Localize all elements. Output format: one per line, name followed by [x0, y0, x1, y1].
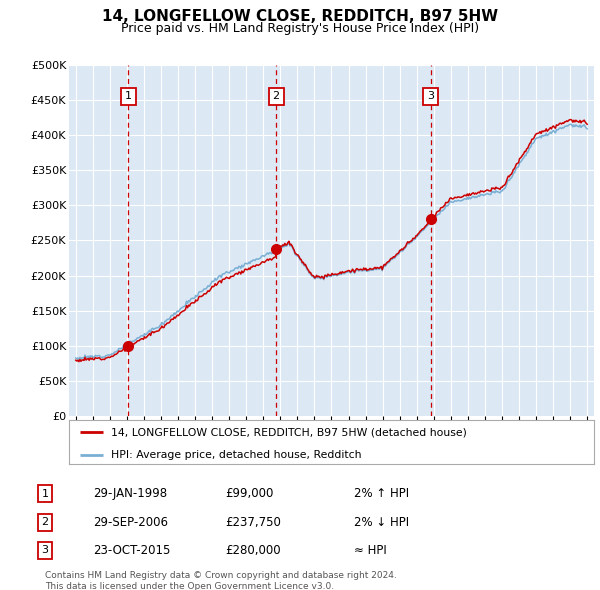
Text: HPI: Average price, detached house, Redditch: HPI: Average price, detached house, Redd…	[111, 450, 361, 460]
Text: 2: 2	[41, 517, 49, 527]
Text: 3: 3	[41, 546, 49, 555]
Text: 2: 2	[272, 91, 280, 101]
Text: 14, LONGFELLOW CLOSE, REDDITCH, B97 5HW: 14, LONGFELLOW CLOSE, REDDITCH, B97 5HW	[102, 9, 498, 24]
Text: £237,750: £237,750	[225, 516, 281, 529]
Text: 2% ↓ HPI: 2% ↓ HPI	[354, 516, 409, 529]
Text: Price paid vs. HM Land Registry's House Price Index (HPI): Price paid vs. HM Land Registry's House …	[121, 22, 479, 35]
Text: £280,000: £280,000	[225, 544, 281, 557]
Text: Contains HM Land Registry data © Crown copyright and database right 2024.: Contains HM Land Registry data © Crown c…	[45, 571, 397, 580]
Text: 2% ↑ HPI: 2% ↑ HPI	[354, 487, 409, 500]
Text: £99,000: £99,000	[225, 487, 274, 500]
Text: 3: 3	[427, 91, 434, 101]
Text: 1: 1	[41, 489, 49, 499]
Text: 14, LONGFELLOW CLOSE, REDDITCH, B97 5HW (detached house): 14, LONGFELLOW CLOSE, REDDITCH, B97 5HW …	[111, 428, 467, 437]
Text: ≈ HPI: ≈ HPI	[354, 544, 387, 557]
Text: 23-OCT-2015: 23-OCT-2015	[93, 544, 170, 557]
Text: This data is licensed under the Open Government Licence v3.0.: This data is licensed under the Open Gov…	[45, 582, 334, 590]
Text: 29-SEP-2006: 29-SEP-2006	[93, 516, 168, 529]
Text: 1: 1	[125, 91, 132, 101]
Text: 29-JAN-1998: 29-JAN-1998	[93, 487, 167, 500]
